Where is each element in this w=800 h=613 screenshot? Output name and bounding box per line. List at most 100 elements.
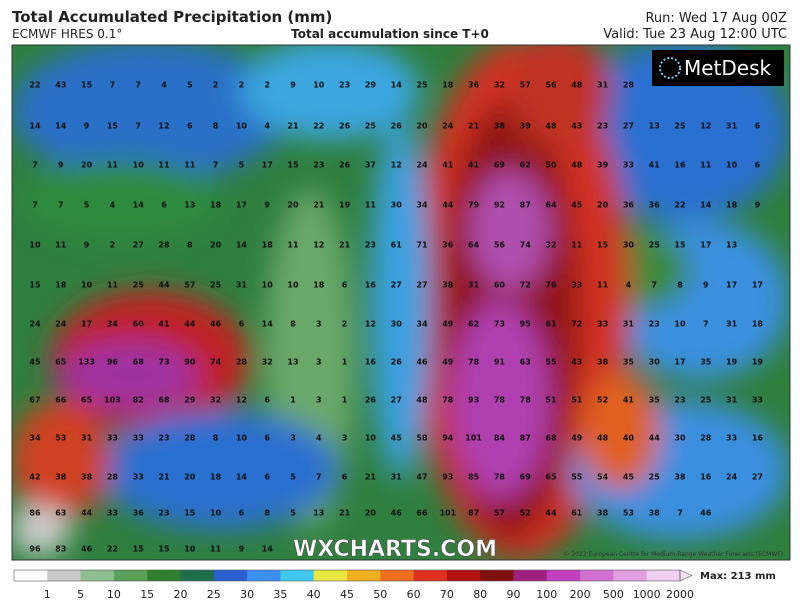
logo: MetDesk [684,56,772,80]
grid-value: 93 [468,396,479,405]
grid-value: 9 [58,161,64,170]
grid-value: 36 [623,201,635,210]
grid-value: 17 [236,201,247,210]
grid-value: 65 [81,396,93,405]
grid-value: 8 [213,434,219,443]
grid-value: 69 [520,473,532,482]
grid-value: 44 [184,320,196,329]
grid-value: 12 [158,122,169,131]
grid-value: 15 [184,509,196,518]
grid-value: 16 [674,161,686,170]
grid-value: 60 [133,320,145,329]
grid-value: 2 [264,81,270,90]
grid-value: 11 [107,281,119,290]
grid-value: 38 [81,473,93,482]
grid-value: 20 [287,201,299,210]
colorbar: 1 5 10 15 20 25 30 35 40 45 50 60 70 80 90 100 200 500 100… [13,569,694,601]
grid-value: 17 [81,320,92,329]
grid-value: 10 [236,434,248,443]
grid-value: 14 [29,122,41,131]
grid-value: 24 [55,320,67,329]
grid-value: 5 [84,201,90,210]
grid-value: 12 [391,161,402,170]
grid-value: 14 [700,201,712,210]
grid-value: 62 [468,320,479,329]
grid-value: 7 [110,81,116,90]
grid-value: 23 [158,434,169,443]
grid-value: 6 [239,509,245,518]
grid-value: 27 [391,396,402,405]
grid-value: 64 [545,201,557,210]
grid-value: 51 [545,396,557,405]
grid-value: 35 [623,358,635,367]
grid-value: 44 [649,434,661,443]
grid-value: 20 [597,201,609,210]
grid-value: 23 [339,81,350,90]
watermark: WXCHARTS.COM [293,537,497,562]
grid-value: 18 [55,281,67,290]
grid-value: 56 [494,241,506,250]
colorbar-label: 15 [140,588,154,601]
grid-value: 11 [55,241,67,250]
colorbar-label: 1 [44,588,51,601]
max-label: Max: 213 mm [700,571,776,582]
grid-value: 73 [494,320,505,329]
grid-value: 30 [391,201,403,210]
grid-value: 5 [290,473,296,482]
grid-value: 12 [313,241,324,250]
colorbar-swatch [213,570,248,581]
grid-value: 76 [545,281,557,290]
grid-value: 33 [571,281,582,290]
grid-value: 63 [55,509,66,518]
grid-value: 28 [184,434,196,443]
grid-value: 3 [316,396,322,405]
grid-value: 46 [210,320,222,329]
colorbar-swatch [280,570,315,581]
grid-value: 21 [158,473,170,482]
grid-value: 16 [700,473,712,482]
run-time: Run: Wed 17 Aug 00Z [645,11,787,26]
grid-value: 22 [313,122,324,131]
colorbar-swatch [480,570,514,581]
grid-value: 23 [158,509,169,518]
grid-value: 4 [161,81,167,90]
grid-value: 21 [313,201,325,210]
grid-value: 16 [752,434,764,443]
grid-value: 63 [520,358,531,367]
grid-value: 34 [416,201,428,210]
grid-value: 48 [597,434,609,443]
grid-value: 57 [184,281,195,290]
grid-value: 6 [187,122,193,131]
grid-value: 1 [342,358,348,367]
grid-value: 6 [342,281,348,290]
grid-value: 10 [726,161,738,170]
grid-value: 38 [55,473,67,482]
colorbar-label: 5 [77,588,84,601]
grid-value: 27 [752,473,763,482]
colorbar-swatch [14,570,48,581]
grid-value: 54 [597,473,609,482]
grid-value: 87 [520,201,531,210]
grid-value: 11 [210,545,222,554]
grid-value: 2 [342,320,348,329]
grid-value: 9 [264,201,270,210]
grid-value: 71 [416,241,428,250]
grid-value: 10 [133,161,145,170]
grid-value: 65 [55,358,67,367]
title: Total Accumulated Precipitation (mm) [12,8,332,26]
grid-value: 7 [316,473,322,482]
grid-value: 14 [55,122,67,131]
grid-value: 25 [649,473,661,482]
grid-value: 34 [107,320,119,329]
grid-value: 68 [158,396,170,405]
grid-value: 57 [494,509,505,518]
grid-value: 8 [290,320,296,329]
grid-value: 31 [468,281,480,290]
grid-value: 78 [468,358,480,367]
grid-value: 41 [158,320,170,329]
grid-value: 44 [158,281,170,290]
grid-value: 31 [597,81,609,90]
grid-value: 23 [597,122,608,131]
grid-value: 29 [184,396,196,405]
grid-value: 19 [752,358,764,367]
